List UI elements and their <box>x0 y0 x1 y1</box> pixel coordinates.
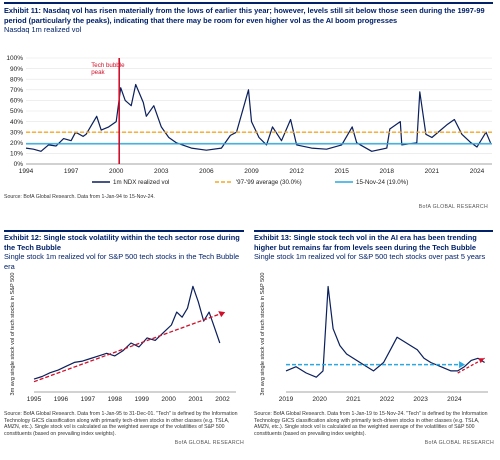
tech-bubble-annotation: peak <box>91 69 105 76</box>
exhibit-11-subtitle: Nasdaq 1m realized vol <box>4 25 82 35</box>
exhibit-13-chart: 2019 2020 2021 2022 2023 2024 3m avg single st… <box>260 272 488 403</box>
exhibit-11-title-text: Nasdaq vol has risen materially from the… <box>4 6 485 25</box>
y-tick-label: 30% <box>10 129 23 136</box>
series-line-tech-vol <box>285 285 485 378</box>
x-tick-label: 1995 <box>27 396 42 403</box>
brand-footer-3: BofA GLOBAL RESEARCH <box>424 440 494 446</box>
x-tick-label: 2003 <box>154 168 169 175</box>
x-tick-label: 2024 <box>470 168 485 175</box>
brand-footer-2: BofA GLOBAL RESEARCH <box>174 440 244 446</box>
top-rule <box>4 2 493 4</box>
legend-label: '97-'99 average (30.0%) <box>236 179 302 186</box>
y-axis-label: 3m avg single stock vol of tech stocks i… <box>260 272 266 395</box>
exhibit-12-label: Exhibit 12: <box>4 233 42 242</box>
y-tick-label: 70% <box>10 87 23 94</box>
exhibit-13-title: Exhibit 13: Single stock tech vol in the… <box>254 233 494 252</box>
x-tick-label: 2019 <box>279 396 294 403</box>
trend-arrowhead-flat <box>459 361 466 369</box>
series-line-ndx-vol <box>25 83 492 152</box>
exhibit-13-source: Source: BofA Global Research. Data from … <box>254 411 488 437</box>
exhibit-12-chart: 1995 1996 1997 1998 1999 2000 2001 2002 3m avg s… <box>10 272 236 403</box>
exhibit-13-subtitle: Single stock 1m realized vol for S&P 500… <box>254 252 486 262</box>
y-tick-label: 10% <box>10 151 23 158</box>
trend-arrow-line <box>33 311 226 383</box>
y-tick-label: 60% <box>10 98 23 105</box>
y-tick-label: 50% <box>10 108 23 115</box>
x-tick-label: 2024 <box>447 396 462 403</box>
x-tick-label: 2021 <box>425 168 440 175</box>
x-tick-label: 2000 <box>161 396 176 403</box>
exhibit-11-chart: 0% 10% 20% 30% 40% 50% 60% 70% 80% 90% 100% 1994 199… <box>6 55 492 186</box>
y-axis-label: 3m avg single stock vol of tech stocks i… <box>10 272 16 395</box>
x-tick-label: 2015 <box>334 168 349 175</box>
exhibit-12-subtitle: Single stock 1m realized vol for S&P 500… <box>4 252 240 271</box>
x-tick-label: 2021 <box>346 396 361 403</box>
y-tick-label: 40% <box>10 119 23 126</box>
x-tick-label: 2009 <box>244 168 259 175</box>
legend-label: 1m NDX realized vol <box>113 179 169 186</box>
exhibit-11-label: Exhibit 11: <box>4 6 41 15</box>
brand-footer-1: BofA GLOBAL RESEARCH <box>418 204 488 210</box>
x-tick-label: 2012 <box>289 168 304 175</box>
exhibit-11-header: Exhibit 11: Nasdaq vol has risen materia… <box>4 6 494 35</box>
exhibit-13-header: Exhibit 13: Single stock tech vol in the… <box>254 233 494 262</box>
x-tick-label: 2022 <box>380 396 395 403</box>
x-tick-label: 1994 <box>19 168 34 175</box>
y-tick-label: 90% <box>10 66 23 73</box>
x-tick-label: 1996 <box>54 396 69 403</box>
exhibit-11-title: Exhibit 11: Nasdaq vol has risen materia… <box>4 6 494 25</box>
x-tick-label: 2018 <box>380 168 395 175</box>
tech-bubble-annotation: Tech bubble <box>91 62 125 69</box>
exhibit-13-title-text: Single stock tech vol in the AI era has … <box>254 233 477 252</box>
x-tick-label: 2002 <box>215 396 230 403</box>
exhibit-12-header: Exhibit 12: Single stock volatility with… <box>4 233 244 271</box>
x-tick-label: 2000 <box>109 168 124 175</box>
legend-label: 15-Nov-24 (19.0%) <box>356 179 408 186</box>
trend-arrowhead <box>218 311 226 318</box>
x-tick-label: 1999 <box>134 396 149 403</box>
exhibit-12-source: Source: BofA Global Research. Data from … <box>4 411 238 437</box>
y-tick-label: 100% <box>6 55 23 62</box>
exhibit-13-label: Exhibit 13: <box>254 233 292 242</box>
y-tick-label: 0% <box>14 161 24 168</box>
x-tick-label: 2023 <box>413 396 428 403</box>
x-tick-label: 2020 <box>312 396 327 403</box>
x-tick-label: 1998 <box>108 396 123 403</box>
x-tick-label: 1997 <box>64 168 79 175</box>
series-line-tech-vol <box>33 285 221 380</box>
x-tick-label: 2001 <box>188 396 203 403</box>
y-tick-label: 20% <box>10 140 23 147</box>
x-tick-label: 2006 <box>199 168 214 175</box>
y-tick-label: 80% <box>10 76 23 83</box>
exhibit-12-rule <box>4 230 244 232</box>
recent-trend-arrowhead <box>478 358 485 364</box>
exhibit-13-rule <box>254 230 493 232</box>
exhibit-11-source: Source: BofA Global Research. Data from … <box>4 194 155 200</box>
exhibit-12-title-text: Single stock volatility within the tech … <box>4 233 240 252</box>
exhibit-12-title: Exhibit 12: Single stock volatility with… <box>4 233 244 252</box>
x-tick-label: 1997 <box>81 396 96 403</box>
